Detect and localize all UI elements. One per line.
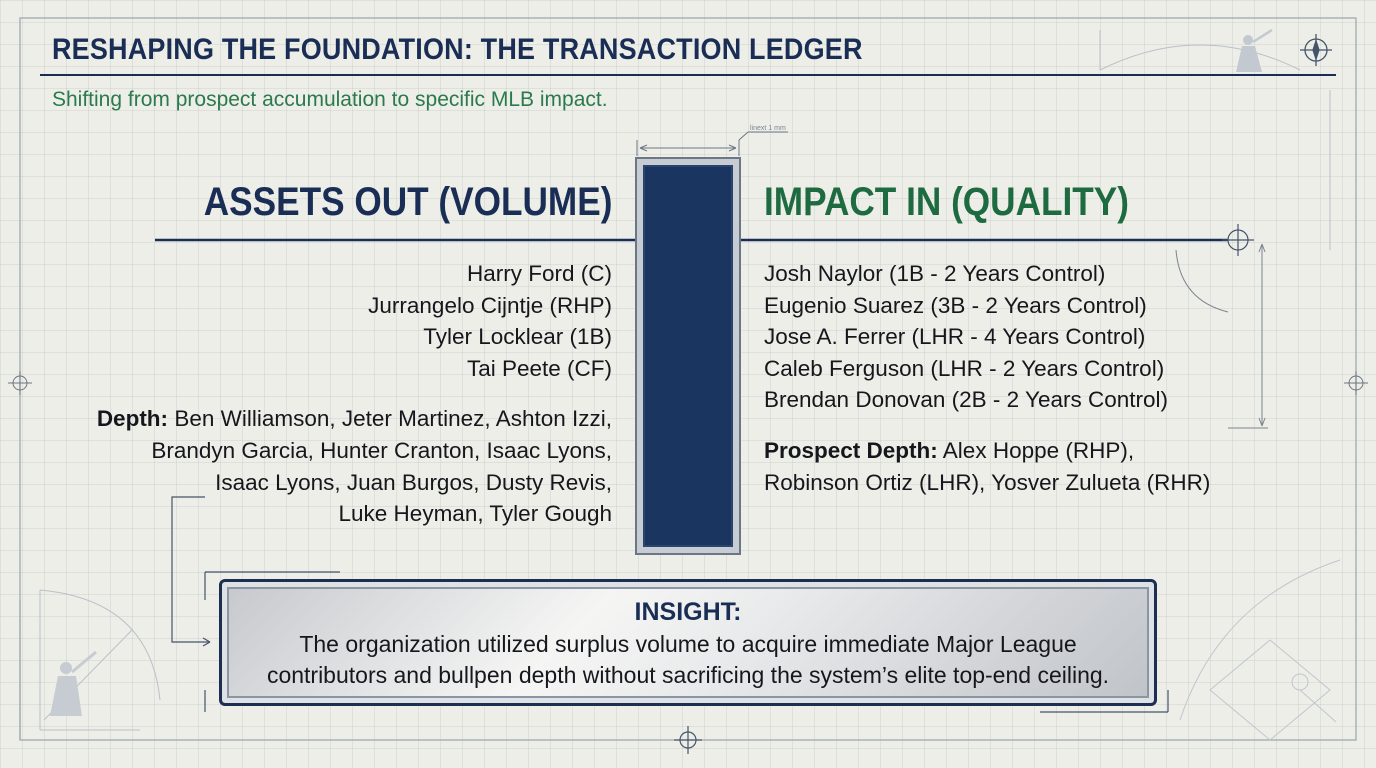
insight-line: contributors and bullpen depth without s… xyxy=(266,662,1110,688)
pillar-dimension-line xyxy=(636,131,788,156)
center-pillar xyxy=(635,157,741,555)
prospect-line: Prospect Depth: Alex Hoppe (RHP), xyxy=(764,435,1284,467)
divider-end-circle-icon xyxy=(1222,224,1254,256)
depth-connector-line xyxy=(171,496,211,647)
prospect-depth-block: Prospect Depth: Alex Hoppe (RHP), Robins… xyxy=(764,435,1284,498)
field-diamond-bottom-right xyxy=(1179,559,1341,741)
batter-icon-bottom xyxy=(50,650,97,716)
field-arc-bottom-left xyxy=(39,589,161,731)
page-title: RESHAPING THE FOUNDATION: THE TRANSACTIO… xyxy=(52,33,863,66)
impact-in-player: Eugenio Suarez (3B - 2 Years Control) xyxy=(764,292,1147,318)
asset-out-player: Tyler Locklear (1B) xyxy=(423,324,612,350)
assets-out-list: Harry Ford (C) Jurrangelo Cijntje (RHP) … xyxy=(52,258,612,530)
depth-line: Depth: Ben Williamson, Jeter Martinez, A… xyxy=(52,403,612,435)
page-subtitle: Shifting from prospect accumulation to s… xyxy=(52,88,608,111)
impact-in-player: Josh Naylor (1B - 2 Years Control) xyxy=(764,261,1106,286)
depth-block: Depth: Ben Williamson, Jeter Martinez, A… xyxy=(52,403,612,529)
dimension-label: linext 1 mm xyxy=(750,125,786,132)
depth-line: Isaac Lyons, Juan Burgos, Dusty Revis, xyxy=(215,469,612,495)
crosshair-bottom-icon xyxy=(674,726,702,754)
impact-in-heading: IMPACT IN (QUALITY) xyxy=(764,180,1129,224)
prospect-line-text: Alex Hoppe (RHP), xyxy=(942,437,1135,463)
depth-line: Brandyn Garcia, Hunter Cranton, Isaac Ly… xyxy=(151,437,612,463)
right-vertical-dimension xyxy=(1175,243,1268,429)
crosshair-left-icon xyxy=(8,371,32,395)
prospect-line: Robinson Ortiz (LHR), Yosver Zulueta (RH… xyxy=(764,469,1211,495)
asset-out-player: Tai Peete (CF) xyxy=(466,355,612,381)
crosshair-right-icon xyxy=(1344,371,1368,395)
depth-line: Luke Heyman, Tyler Gough xyxy=(338,501,612,527)
insight-title: INSIGHT: xyxy=(634,598,742,626)
impact-in-player: Jose A. Ferrer (LHR - 4 Years Control) xyxy=(764,324,1146,350)
asset-out-player: Jurrangelo Cijntje (RHP) xyxy=(368,292,612,318)
batter-icon-top xyxy=(1236,28,1273,72)
insight-line: The organization utilized surplus volume… xyxy=(299,631,1077,657)
depth-line-text: Ben Williamson, Jeter Martinez, Ashton I… xyxy=(174,406,612,432)
insight-frame-marks xyxy=(204,571,1169,713)
impact-in-player: Caleb Ferguson (LHR - 2 Years Control) xyxy=(764,355,1165,381)
insight-box: INSIGHT: The organization utilized surpl… xyxy=(219,579,1157,706)
prospect-depth-label: Prospect Depth: xyxy=(764,437,938,463)
asset-out-player: Harry Ford (C) xyxy=(467,261,612,286)
crosshair-top-right-icon xyxy=(1300,34,1332,66)
impact-in-list: Josh Naylor (1B - 2 Years Control) Eugen… xyxy=(764,258,1284,498)
field-arc-top-right xyxy=(1099,30,1331,250)
depth-label: Depth: xyxy=(96,406,169,432)
insight-body: The organization utilized surplus volume… xyxy=(222,629,1154,691)
assets-out-heading: ASSETS OUT (VOLUME) xyxy=(203,180,612,224)
impact-in-player: Brendan Donovan (2B - 2 Years Control) xyxy=(764,387,1168,413)
